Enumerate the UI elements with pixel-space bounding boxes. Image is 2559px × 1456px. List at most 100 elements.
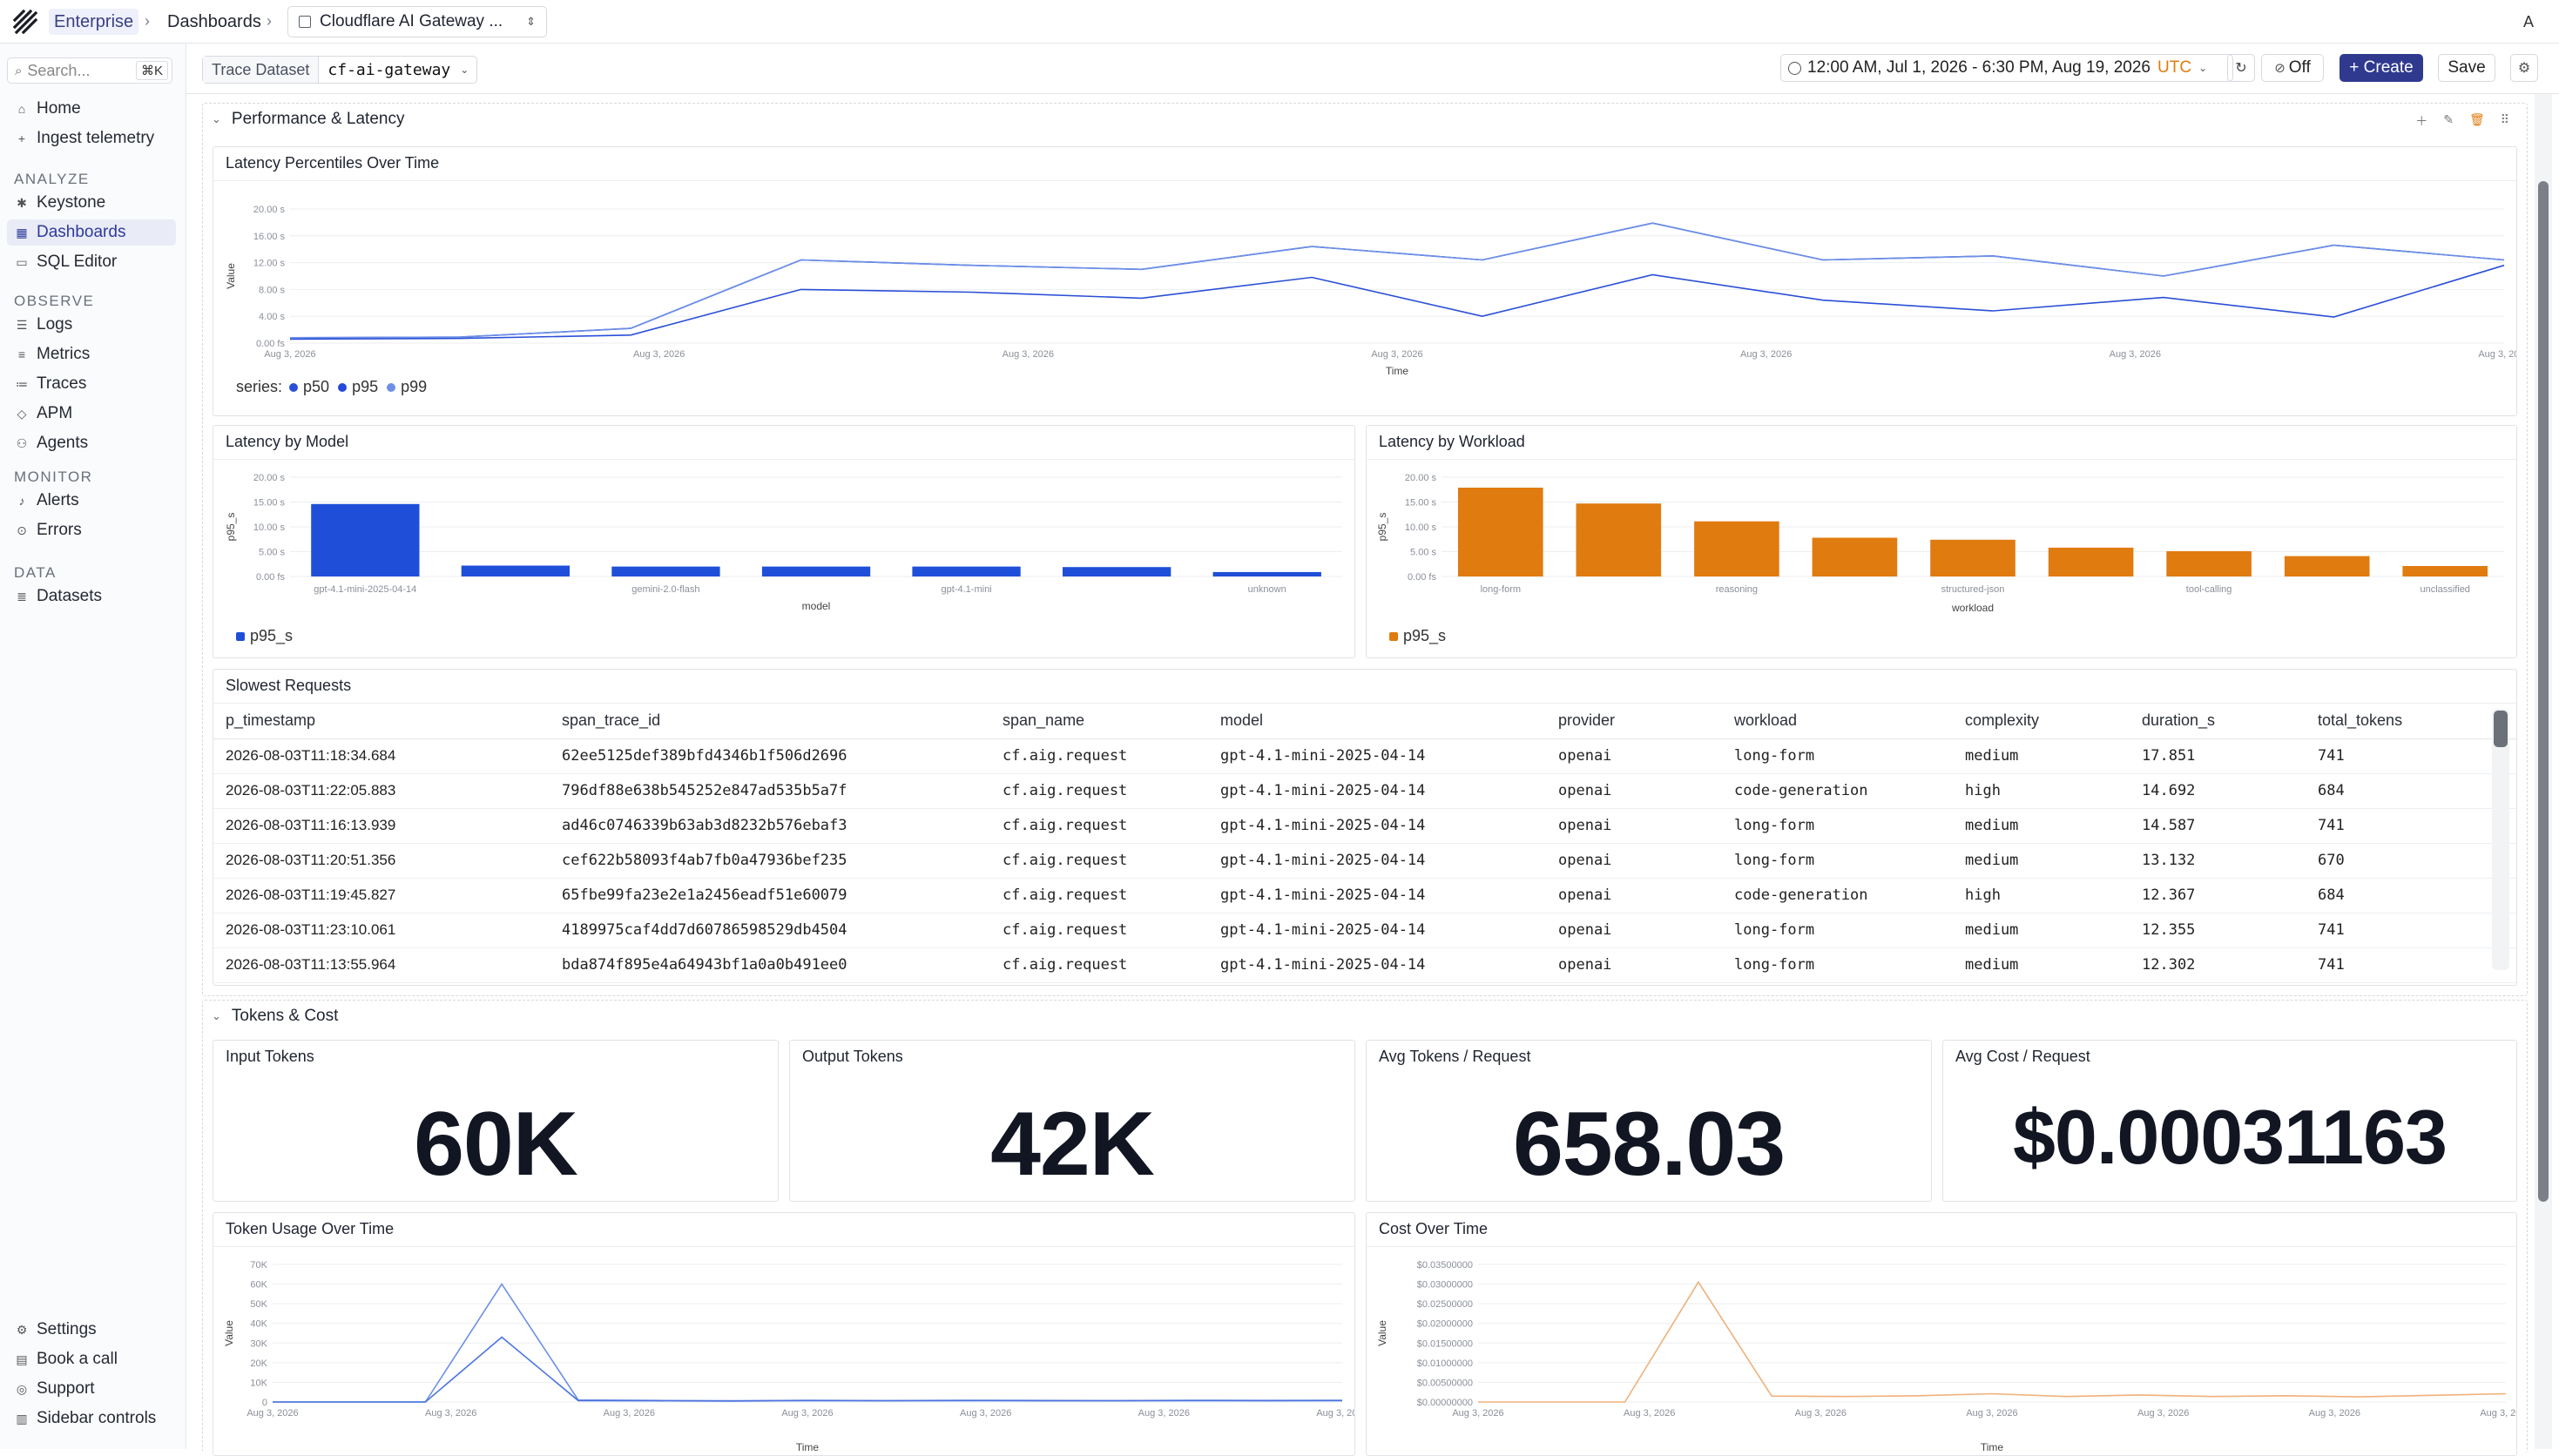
chevron-down-icon[interactable]: ⌄ [212,1009,221,1022]
table-row[interactable]: 2026-08-03T11:20:51.356 cef622b58093f4ab7… [213,843,2516,879]
y-tick-label: 15.00 s [1405,498,1437,509]
table-row[interactable]: 2026-08-03T11:13:55.964 bda874f895e4a6494… [213,947,2516,983]
bar[interactable] [1212,571,1321,576]
table-row[interactable]: 2026-08-03T11:18:34.684 62ee5125def389bfd… [213,738,2516,774]
stat-value: 42K [990,1094,1155,1195]
dashboard-icon [299,16,311,28]
sidebar-item-apm[interactable]: ◇ APM [7,401,176,427]
bar[interactable] [461,565,570,577]
sidebar-item-agents[interactable]: ⚇ Agents [7,430,176,456]
sidebar-item-alerts[interactable]: ♪ Alerts [7,488,176,514]
y-tick-label: 16.00 s [253,232,286,242]
auto-refresh-toggle[interactable]: ⊘ Off [2261,54,2324,82]
table-cell: gpt-4.1-mini-2025-04-14 [1208,738,1546,774]
column-header-duration-s[interactable]: duration_s [2130,704,2306,739]
page-scrollbar[interactable] [2535,94,2552,1449]
y-tick-label: 60K [250,1280,267,1291]
section-header[interactable]: ⌄ Performance & Latency [212,104,404,135]
search-input[interactable]: ⌕ Search... ⌘K [7,57,172,84]
trash-icon[interactable]: 🗑 [2468,112,2485,126]
legend-label: p95_s [1403,627,1447,644]
auto-refresh-icon: ⊘ [2274,61,2286,76]
bar[interactable] [311,503,420,576]
y-tick-label: 20K [250,1358,267,1369]
table-cell: openai [1546,773,1722,809]
sidebar-item-dashboards[interactable]: ▦ Dashboards [7,219,176,246]
bar[interactable] [1812,537,1898,577]
sidebar-item-book-a-call[interactable]: ▤ Book a call [7,1346,176,1372]
bar[interactable] [1576,503,1662,576]
sidebar-item-support[interactable]: ◎ Support [7,1376,176,1402]
dashboard-settings-button[interactable]: ⚙ [2510,54,2538,82]
bar[interactable] [761,566,871,576]
bar[interactable] [2048,547,2134,576]
x-axis-label: Time [1981,1441,2004,1453]
dataset-select[interactable]: Trace Dataset cf-ai-gateway ⌄ [202,56,478,84]
time-range-picker[interactable]: 12:00 AM, Jul 1, 2026 - 6:30 PM, Aug 19,… [1780,54,2233,82]
bar[interactable] [1694,521,1779,576]
bar[interactable] [1063,567,1171,576]
bar[interactable] [2166,550,2252,576]
sidebar-item-home[interactable]: ⌂ Home [7,96,176,122]
column-header-span-name[interactable]: span_name [990,704,1208,739]
sidebar-item-metrics[interactable]: ≡ Metrics [7,341,176,367]
column-header-complexity[interactable]: complexity [1953,704,2130,739]
drag-handle-icon[interactable]: ⠿ [2500,112,2509,126]
page-scrollbar-thumb[interactable] [2538,181,2549,1202]
chevron-down-icon[interactable]: ⌄ [212,112,221,125]
sidebar-item-ingest-telemetry[interactable]: + Ingest telemetry [7,125,176,152]
table-row[interactable]: 2026-08-03T11:16:13.939 ad46c0746339b63ab… [213,808,2516,844]
legend-item-p50[interactable]: p50 [289,378,329,396]
bar[interactable] [2402,566,2488,576]
bar[interactable] [2284,556,2370,576]
table-cell: gpt-4.1-mini-2025-04-14 [1208,947,1546,983]
table-row[interactable]: 2026-08-03T11:19:45.827 65fbe99fa23e2e1a2… [213,878,2516,913]
bar[interactable] [1458,488,1543,576]
support-icon: ◎ [16,1382,28,1396]
sidebar-item-sql-editor[interactable]: ▭ SQL Editor [7,249,176,275]
table-cell: medium [1953,947,2130,983]
sidebar-item-traces[interactable]: ≔ Traces [7,371,176,397]
bar[interactable] [1930,539,2015,576]
y-tick-label: 20.00 s [253,473,286,483]
table-row[interactable]: 2026-08-03T11:22:05.883 796df88e638b54525… [213,773,2516,809]
chevron-right-icon: › [267,12,272,30]
sidebar-item-settings[interactable]: ⚙ Settings [7,1317,176,1343]
table-row[interactable]: 2026-08-03T11:23:10.061 4189975caf4dd7d60… [213,913,2516,948]
refresh-button[interactable]: ↻ [2227,54,2255,82]
logo-icon[interactable] [12,9,38,35]
chevron-updown-icon: ⇕ [526,15,536,28]
legend-item-p99[interactable]: p99 [387,378,427,396]
breadcrumb-dashboards[interactable]: Dashboards [167,11,261,31]
section-header[interactable]: ⌄ Tokens & Cost [212,1001,338,1032]
plus-icon[interactable]: ＋ [2415,114,2428,128]
column-header-total-tokens[interactable]: total_tokens [2306,704,2516,739]
table-cell: ad46c0746339b63ab3d8232b576ebaf3 [550,808,990,844]
sidebar-item-errors[interactable]: ⊙ Errors [7,517,176,543]
edit-icon[interactable]: ✎ [2443,112,2454,126]
bar[interactable] [611,566,720,576]
table-scrollbar[interactable] [2492,709,2509,970]
table-scrollbar-thumb[interactable] [2494,711,2508,747]
dashboard-select[interactable]: Cloudflare AI Gateway ... ⇕ [287,6,547,37]
sidebar-item-logs[interactable]: ☰ Logs [7,312,176,338]
y-tick-label: 12.00 s [253,259,286,269]
sidebar-item-datasets[interactable]: ≣ Datasets [7,583,176,610]
column-header-provider[interactable]: provider [1546,704,1722,739]
avatar[interactable]: A [2522,12,2534,30]
bar[interactable] [912,566,1021,576]
panel-output-tokens: Output Tokens 42K [789,1040,1355,1202]
save-button[interactable]: Save [2438,54,2495,82]
column-header-span-trace-id[interactable]: span_trace_id [550,704,990,739]
create-button[interactable]: + Create [2340,54,2423,82]
sidebar-item-keystone[interactable]: ✱ Keystone [7,190,176,216]
column-header-workload[interactable]: workload [1722,704,1953,739]
breadcrumb-org[interactable]: Enterprise [49,9,139,35]
column-header-p-timestamp[interactable]: p_timestamp [213,704,550,739]
x-axis-label: Time [1386,365,1409,377]
keystone-icon: ✱ [17,196,27,210]
legend-item-p95[interactable]: p95 [338,378,378,396]
column-header-model[interactable]: model [1208,704,1546,739]
auto-refresh-value: Off [2288,58,2311,77]
sidebar-item-sidebar-controls[interactable]: ▥ Sidebar controls [7,1405,176,1432]
